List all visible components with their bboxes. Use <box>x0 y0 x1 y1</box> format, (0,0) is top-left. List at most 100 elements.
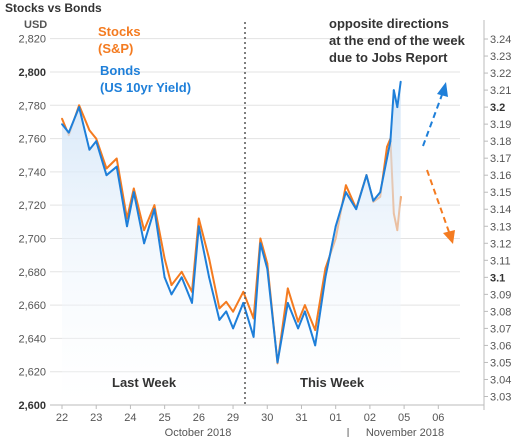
stocks-data-point <box>143 229 146 232</box>
right-axis-tick-label: 3.14 <box>490 204 511 216</box>
stocks-data-point <box>78 104 80 107</box>
stocks-data-point <box>61 117 63 120</box>
x-axis-tick-label: 24 <box>124 412 136 424</box>
down-arrow-shaft <box>426 169 450 233</box>
x-axis-tick-label: 23 <box>90 412 102 424</box>
x-axis-tick-label: 31 <box>295 412 307 424</box>
bonds-data-point <box>314 344 317 347</box>
right-axis-tick-label: 3.1 <box>490 272 505 284</box>
bonds-data-point <box>153 208 156 211</box>
right-axis-tick-label: 3.21 <box>490 85 511 97</box>
stocks-data-point <box>88 129 91 132</box>
left-axis-unit: USD <box>24 19 47 31</box>
stocks-data-point <box>225 300 228 303</box>
left-axis-tick-label: 2,700 <box>18 233 46 245</box>
x-axis-tick-label: 05 <box>398 412 410 424</box>
stocks-data-point <box>153 204 156 207</box>
bonds-data-point <box>334 225 337 228</box>
stocks-data-point <box>170 284 173 286</box>
x-axis-tick-label: 01 <box>330 412 342 424</box>
stocks-data-point <box>259 237 262 240</box>
left-axis-tick-label: 2,760 <box>18 134 46 146</box>
right-axis-tick-label: 3.16 <box>490 170 511 182</box>
left-axis-tick-label: 2,800 <box>18 67 46 79</box>
period-label-last-week: Last Week <box>112 375 177 390</box>
left-axis-tick-label: 2,660 <box>18 300 46 312</box>
bonds-data-point <box>232 327 235 330</box>
x-axis-month-label: | <box>347 427 350 437</box>
bonds-data-point <box>399 80 402 83</box>
x-axis-tick-label: 30 <box>261 412 273 424</box>
stocks-data-point <box>218 307 221 310</box>
right-axis-tick-label: 3.13 <box>490 221 511 233</box>
right-axis-tick-label: 3.2 <box>490 102 505 114</box>
stocks-data-point <box>386 146 388 148</box>
right-axis-tick-label: 3.07 <box>490 323 511 335</box>
chart-title: Stocks vs Bonds <box>5 1 102 15</box>
bonds-data-point <box>163 276 166 279</box>
down-arrow-icon <box>443 230 455 244</box>
bonds-data-point <box>218 319 221 321</box>
stocks-data-point <box>208 257 211 260</box>
stocks-data-point <box>95 137 98 140</box>
bonds-data-point <box>304 310 306 313</box>
right-axis-tick-label: 3.23 <box>490 51 511 63</box>
stocks-data-point <box>345 184 347 187</box>
right-axis-tick-label: 3.19 <box>490 119 511 131</box>
bonds-data-point <box>324 276 327 279</box>
x-axis-tick-label: 26 <box>193 412 205 424</box>
right-axis: 3.03 3.04 3.05 3.06 3.07 3.08 3.09 3.1 3.11 3.12 3… <box>483 20 511 410</box>
x-axis-tick-label: 29 <box>227 412 239 424</box>
x-axis-tick-label: 06 <box>432 412 444 424</box>
stocks-data-point <box>197 217 200 220</box>
bonds-data-point <box>372 199 375 202</box>
right-axis-tick-label: 3.22 <box>490 68 511 80</box>
period-label-this-week: This Week <box>300 375 365 390</box>
bonds-data-point <box>126 225 128 228</box>
bonds-data-point <box>396 106 399 108</box>
stocks-data-point <box>105 167 108 170</box>
right-axis-tick-label: 3.03 <box>490 391 511 403</box>
stocks-data-point <box>314 329 317 331</box>
series-layer <box>61 80 402 405</box>
bonds-data-point <box>345 191 347 194</box>
right-axis-tick-label: 3.12 <box>490 238 511 250</box>
bonds-data-point <box>170 293 173 296</box>
bonds-data-point <box>132 191 135 194</box>
left-axis-tick-label: 2,740 <box>18 167 46 179</box>
right-axis-tick-label: 3.24 <box>490 34 511 46</box>
stocks-data-point <box>242 290 245 293</box>
right-axis-tick-label: 3.04 <box>490 374 511 386</box>
bonds-data-point <box>225 310 228 313</box>
left-axis-tick-label: 2,640 <box>18 333 46 345</box>
right-axis-tick-label: 3.05 <box>490 357 511 369</box>
left-axis: 2,600 2,620 2,640 2,660 2,680 2,700 2,720 2,740… <box>18 34 46 412</box>
x-axis-tick-label: 22 <box>56 412 68 424</box>
annotation-note: opposite directions at the end of the wee… <box>329 16 466 65</box>
bonds-data-point <box>105 174 108 177</box>
stocks-data-point <box>163 257 166 260</box>
bonds-data-point <box>392 89 395 91</box>
stocks-data-point <box>115 157 118 160</box>
stocks-data-point <box>304 304 306 306</box>
bonds-data-point <box>389 140 392 143</box>
right-axis-tick-label: 3.18 <box>490 136 511 148</box>
x-axis: 22 23 24 25 26 29 30 31 01 02 05 06 October 2018 | Nov… <box>50 404 484 437</box>
left-axis-tick-label: 2,680 <box>18 267 46 279</box>
direction-arrows <box>422 82 455 244</box>
bonds-data-point <box>61 123 63 125</box>
legend-stocks-label: Stocks (S&P) <box>98 24 141 56</box>
bonds-data-point <box>208 276 211 279</box>
stocks-data-point <box>180 270 183 273</box>
bonds-data-point <box>242 302 245 304</box>
bonds-data-point <box>88 148 91 151</box>
right-axis-tick-label: 3.08 <box>490 306 511 318</box>
right-axis-tick-label: 3.17 <box>490 153 511 165</box>
right-axis-tick-label: 3.06 <box>490 340 511 352</box>
bonds-data-point <box>386 157 388 160</box>
stocks-data-point <box>232 310 235 313</box>
bonds-data-point <box>297 327 299 330</box>
left-axis-tick-label: 2,720 <box>18 200 46 212</box>
bonds-data-point <box>365 174 368 177</box>
